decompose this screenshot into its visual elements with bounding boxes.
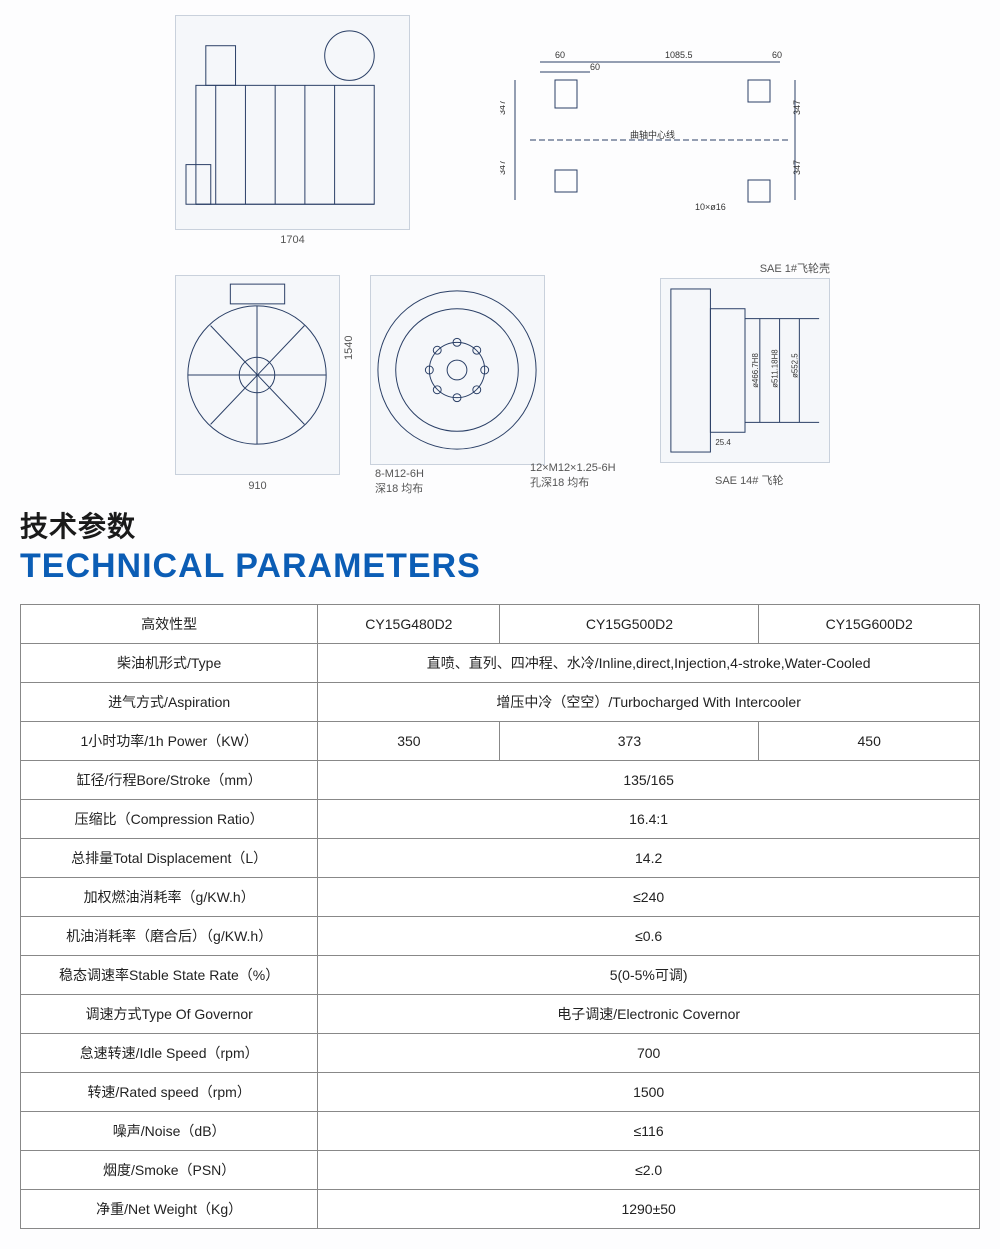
diagram-side-view: [175, 15, 410, 230]
svg-text:ø552.5: ø552.5: [790, 353, 799, 378]
parameters-table: 高效性型CY15G480D2CY15G500D2CY15G600D2柴油机形式/…: [20, 604, 980, 1229]
row-value-cell: ≤2.0: [318, 1151, 980, 1190]
row-value-cell: 1290±50: [318, 1190, 980, 1229]
row-value-cell: 电子调速/Electronic Covernor: [318, 995, 980, 1034]
svg-text:347: 347: [500, 100, 507, 115]
row-label-cell: 总排量Total Displacement（L）: [21, 839, 318, 878]
svg-text:347: 347: [792, 100, 802, 115]
heading-cn: 技术参数: [20, 505, 980, 545]
row-label-cell: 怠速转速/Idle Speed（rpm）: [21, 1034, 318, 1073]
engineering-diagrams: 1704 60 60 1085.5 60 347 347 347 347 曲轴: [0, 0, 1000, 505]
header-model-cell: CY15G500D2: [500, 605, 759, 644]
row-label-cell: 1小时功率/1h Power（KW）: [21, 722, 318, 761]
row-label-cell: 转速/Rated speed（rpm）: [21, 1073, 318, 1112]
row-label-cell: 烟度/Smoke（PSN）: [21, 1151, 318, 1190]
row-label-cell: 噪声/Noise（dB）: [21, 1112, 318, 1151]
row-label-cell: 机油消耗率（磨合后）（g/KW.h）: [21, 917, 318, 956]
table-row: 加权燃油消耗率（g/KW.h）≤240: [21, 878, 980, 917]
svg-text:60: 60: [555, 50, 565, 60]
svg-text:60: 60: [590, 62, 600, 72]
table-row: 总排量Total Displacement（L）14.2: [21, 839, 980, 878]
diagram-flywheel-section: ø466.7H8 ø511.18H8 ø552.5 25.4: [660, 278, 830, 463]
parameters-table-wrap: 高效性型CY15G480D2CY15G500D2CY15G600D2柴油机形式/…: [0, 586, 1000, 1249]
table-row: 进气方式/Aspiration增压中冷（空空）/Turbocharged Wit…: [21, 683, 980, 722]
table-row: 稳态调速率Stable State Rate（%）5(0-5%可调): [21, 956, 980, 995]
row-value-cell: 135/165: [318, 761, 980, 800]
row-value-cell: 350: [318, 722, 500, 761]
row-label-cell: 进气方式/Aspiration: [21, 683, 318, 722]
row-label-cell: 净重/Net Weight（Kg）: [21, 1190, 318, 1229]
table-row: 缸径/行程Bore/Stroke（mm）135/165: [21, 761, 980, 800]
table-row: 压缩比（Compression Ratio）16.4:1: [21, 800, 980, 839]
diagram-front-caption-h: 1540: [343, 336, 355, 360]
row-value-cell: 700: [318, 1034, 980, 1073]
table-row: 柴油机形式/Type直喷、直列、四冲程、水冷/Inline,direct,Inj…: [21, 644, 980, 683]
flywheel-note1-line2: 深18 均布: [375, 483, 423, 495]
row-label-cell: 调速方式Type Of Governor: [21, 995, 318, 1034]
svg-text:25.4: 25.4: [715, 438, 731, 447]
diagram-front-caption-w: 910: [175, 480, 340, 492]
diagram-mounting: 60 60 1085.5 60 347 347 347 347 曲轴中心线 10…: [500, 50, 810, 220]
diagram-side-view-caption: 1704: [175, 234, 410, 246]
svg-text:347: 347: [792, 160, 802, 175]
flywheel-note2-line1: 12×M12×1.25-6H: [530, 462, 616, 474]
flywheel-section-top-label: SAE 1#飞轮壳: [660, 260, 830, 276]
row-value-cell: 5(0-5%可调): [318, 956, 980, 995]
row-label-cell: 柴油机形式/Type: [21, 644, 318, 683]
table-row: 烟度/Smoke（PSN）≤2.0: [21, 1151, 980, 1190]
row-value-cell: 373: [500, 722, 759, 761]
diagram-front-view: [175, 275, 340, 475]
svg-text:1085.5: 1085.5: [665, 50, 693, 60]
flywheel-note1-line1: 8-M12-6H: [375, 468, 424, 480]
svg-text:ø511.18H8: ø511.18H8: [771, 349, 780, 388]
row-value-cell: 450: [759, 722, 980, 761]
flywheel-note2: 12×M12×1.25-6H 孔深18 均布: [530, 462, 616, 490]
row-label-cell: 加权燃油消耗率（g/KW.h）: [21, 878, 318, 917]
row-label-cell: 稳态调速率Stable State Rate（%）: [21, 956, 318, 995]
row-label-cell: 缸径/行程Bore/Stroke（mm）: [21, 761, 318, 800]
svg-text:347: 347: [500, 160, 507, 175]
table-row: 转速/Rated speed（rpm）1500: [21, 1073, 980, 1112]
svg-text:ø466.7H8: ø466.7H8: [751, 353, 760, 388]
flywheel-section-bottom-label: SAE 14# 飞轮: [715, 472, 783, 488]
row-value-cell: 增压中冷（空空）/Turbocharged With Intercooler: [318, 683, 980, 722]
flywheel-note1: 8-M12-6H 深18 均布: [375, 468, 424, 496]
table-row: 怠速转速/Idle Speed（rpm）700: [21, 1034, 980, 1073]
headings-block: 技术参数 TECHNICAL PARAMETERS: [0, 505, 1000, 586]
table-row: 1小时功率/1h Power（KW）350373450: [21, 722, 980, 761]
row-value-cell: 14.2: [318, 839, 980, 878]
row-value-cell: 16.4:1: [318, 800, 980, 839]
svg-text:60: 60: [772, 50, 782, 60]
row-value-cell: ≤116: [318, 1112, 980, 1151]
row-value-cell: 1500: [318, 1073, 980, 1112]
row-value-cell: 直喷、直列、四冲程、水冷/Inline,direct,Injection,4-s…: [318, 644, 980, 683]
row-label-cell: 压缩比（Compression Ratio）: [21, 800, 318, 839]
row-value-cell: ≤240: [318, 878, 980, 917]
table-header-row: 高效性型CY15G480D2CY15G500D2CY15G600D2: [21, 605, 980, 644]
svg-text:10×ø16: 10×ø16: [695, 202, 726, 212]
header-model-cell: CY15G480D2: [318, 605, 500, 644]
table-row: 净重/Net Weight（Kg）1290±50: [21, 1190, 980, 1229]
row-value-cell: ≤0.6: [318, 917, 980, 956]
header-label-cell: 高效性型: [21, 605, 318, 644]
header-model-cell: CY15G600D2: [759, 605, 980, 644]
table-row: 机油消耗率（磨合后）（g/KW.h）≤0.6: [21, 917, 980, 956]
table-row: 调速方式Type Of Governor电子调速/Electronic Cove…: [21, 995, 980, 1034]
heading-en: TECHNICAL PARAMETERS: [20, 547, 980, 586]
flywheel-note2-line2: 孔深18 均布: [530, 477, 589, 489]
diagram-flywheel-housing: [370, 275, 545, 465]
table-row: 噪声/Noise（dB）≤116: [21, 1112, 980, 1151]
svg-text:曲轴中心线: 曲轴中心线: [630, 129, 675, 140]
